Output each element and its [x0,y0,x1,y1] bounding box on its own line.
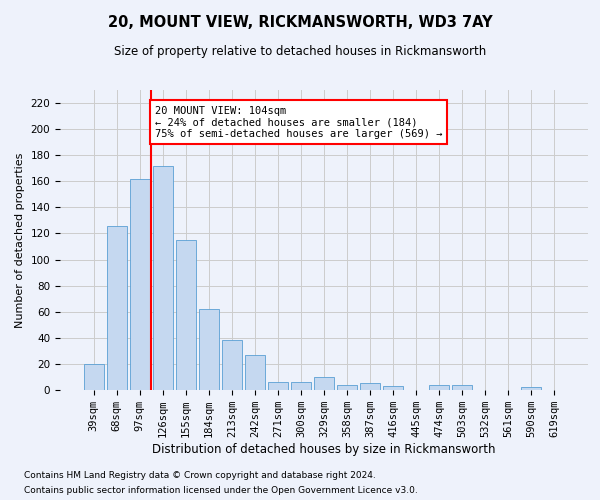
Text: Contains public sector information licensed under the Open Government Licence v3: Contains public sector information licen… [24,486,418,495]
Text: Size of property relative to detached houses in Rickmansworth: Size of property relative to detached ho… [114,45,486,58]
Bar [383,386,403,390]
Bar [245,355,265,390]
Bar [268,382,288,390]
Bar [337,385,357,390]
Bar [130,178,149,390]
Bar [222,340,242,390]
Text: 20, MOUNT VIEW, RICKMANSWORTH, WD3 7AY: 20, MOUNT VIEW, RICKMANSWORTH, WD3 7AY [107,15,493,30]
Bar [199,309,218,390]
Bar [452,385,472,390]
Bar [314,377,334,390]
Bar [430,385,449,390]
Bar [107,226,127,390]
Bar [153,166,173,390]
Bar [291,382,311,390]
X-axis label: Distribution of detached houses by size in Rickmansworth: Distribution of detached houses by size … [152,443,496,456]
Text: 20 MOUNT VIEW: 104sqm
← 24% of detached houses are smaller (184)
75% of semi-det: 20 MOUNT VIEW: 104sqm ← 24% of detached … [155,106,442,139]
Bar [176,240,196,390]
Text: Contains HM Land Registry data © Crown copyright and database right 2024.: Contains HM Land Registry data © Crown c… [24,471,376,480]
Y-axis label: Number of detached properties: Number of detached properties [15,152,25,328]
Bar [360,384,380,390]
Bar [84,364,104,390]
Bar [521,388,541,390]
